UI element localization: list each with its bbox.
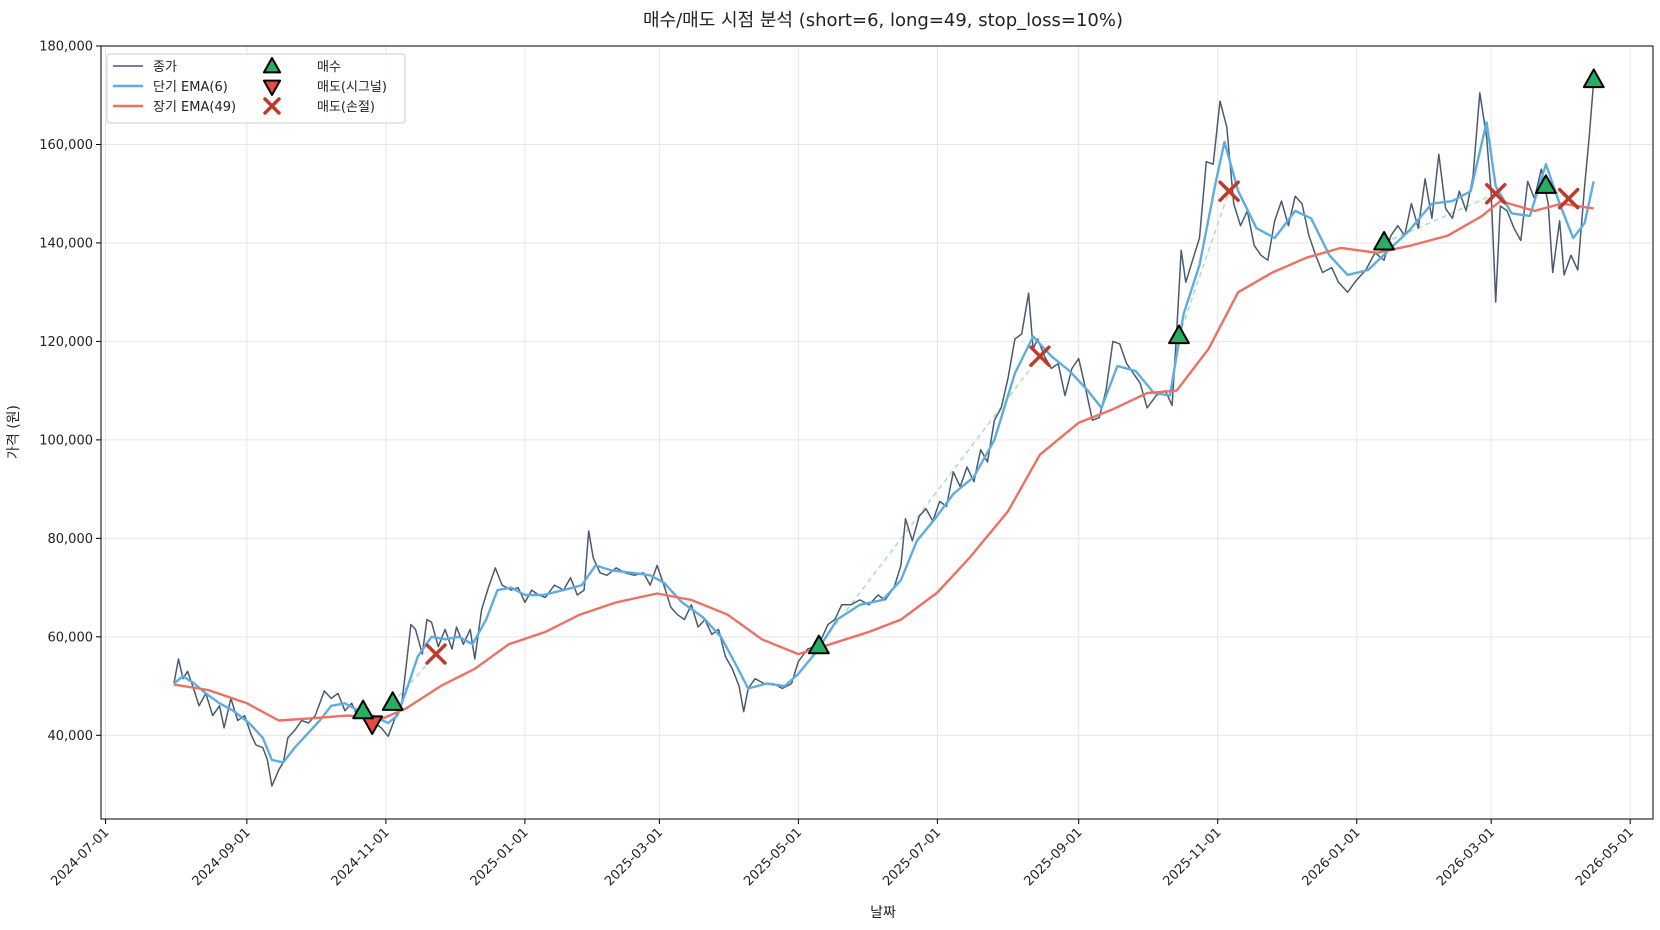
buy-marker bbox=[352, 699, 374, 720]
sell-stop-marker bbox=[1029, 345, 1051, 367]
x-tick-label: 2025-09-01 bbox=[1021, 825, 1085, 889]
close-price-line bbox=[173, 80, 1595, 787]
x-tick-label: 2025-01-01 bbox=[468, 825, 532, 889]
x-tick-label: 2026-03-01 bbox=[1434, 825, 1498, 889]
x-tick-label: 2026-05-01 bbox=[1573, 825, 1637, 889]
y-tick-label: 60,000 bbox=[48, 630, 94, 645]
legend: 종가 단기 EMA(6) 장기 EMA(49) 매수 매도(시그널) 매도(손절… bbox=[106, 53, 406, 124]
y-tick-label: 40,000 bbox=[48, 729, 94, 744]
cross-stroke bbox=[425, 643, 447, 665]
x-tick-label: 2025-07-01 bbox=[880, 825, 944, 889]
sell-stop-marker bbox=[1218, 180, 1240, 202]
buy-marker bbox=[1534, 174, 1557, 194]
legend-marker-sell-stop bbox=[263, 97, 281, 115]
chart-title: 매수/매도 시점 분석 (short=6, long=49, stop_loss… bbox=[643, 10, 1123, 31]
marker-layer bbox=[352, 68, 1605, 735]
buy-marker bbox=[381, 691, 404, 711]
legend-marker-buy bbox=[262, 57, 282, 74]
plot-frame bbox=[100, 45, 1654, 820]
legend-marker-sell-signal bbox=[262, 79, 282, 96]
cross-stroke bbox=[1484, 182, 1507, 205]
y-tick-label: 180,000 bbox=[39, 40, 93, 55]
y-tick-label: 100,000 bbox=[39, 433, 93, 448]
x-tick-label: 2024-11-01 bbox=[329, 825, 393, 889]
y-axis-title: 가격 (원) bbox=[6, 405, 22, 459]
cross-stroke bbox=[1029, 345, 1051, 367]
x-axis-title: 날짜 bbox=[870, 905, 896, 921]
y-tick-label: 140,000 bbox=[39, 236, 93, 251]
legend-label-close: 종가 bbox=[153, 60, 177, 75]
legend-label-ema-short: 단기 EMA(6) bbox=[153, 80, 228, 95]
trade-link-line bbox=[818, 355, 1041, 648]
cross-stroke bbox=[1218, 180, 1240, 202]
buy-icon bbox=[262, 57, 282, 74]
legend-label-ema-long: 장기 EMA(49) bbox=[153, 100, 236, 115]
buy-marker bbox=[807, 634, 830, 655]
y-tick-label: 80,000 bbox=[48, 532, 94, 547]
x-tick-label: 2025-03-01 bbox=[602, 825, 666, 889]
y-tick-label: 120,000 bbox=[39, 335, 93, 350]
series-layer bbox=[173, 80, 1595, 787]
buy-marker bbox=[1168, 324, 1190, 345]
x-tick-label: 2025-11-01 bbox=[1161, 825, 1225, 889]
legend-label-sell-signal: 매도(시그널) bbox=[317, 80, 387, 95]
trade-link-line bbox=[1178, 191, 1230, 337]
legend-label-sell-stop: 매도(손절) bbox=[317, 100, 375, 115]
x-tick-label: 2024-09-01 bbox=[190, 825, 254, 889]
legend-label-buy: 매수 bbox=[317, 60, 341, 75]
x-tick-label: 2025-05-01 bbox=[741, 825, 805, 889]
buy-marker bbox=[1373, 230, 1395, 251]
y-tick-label: 160,000 bbox=[39, 138, 93, 153]
sell-stop-marker bbox=[1484, 182, 1507, 205]
cross-stroke bbox=[263, 97, 281, 115]
sell-stop-marker bbox=[425, 643, 447, 665]
sell-stop-marker bbox=[1557, 187, 1580, 210]
buy-marker bbox=[1582, 68, 1605, 89]
legend-box bbox=[106, 53, 406, 124]
x-tick-label: 2024-07-01 bbox=[48, 825, 112, 889]
sell-signal-icon bbox=[262, 79, 282, 96]
sell-stop-icon bbox=[263, 97, 281, 115]
ema-short-line bbox=[173, 121, 1595, 764]
cross-stroke bbox=[1557, 187, 1580, 210]
grid bbox=[101, 45, 1653, 819]
trade-link-line bbox=[1383, 193, 1497, 244]
ema-long-line bbox=[173, 199, 1594, 722]
x-tick-label: 2026-01-01 bbox=[1300, 825, 1364, 889]
